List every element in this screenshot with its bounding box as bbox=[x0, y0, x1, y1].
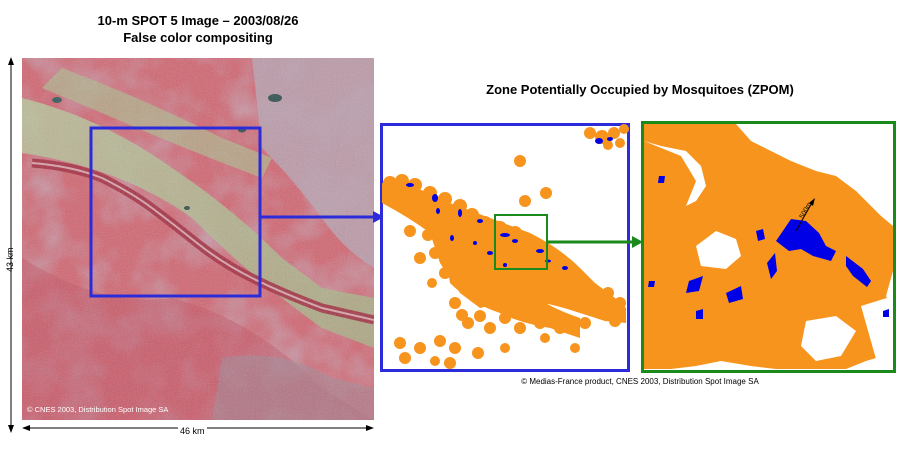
width-label: 46 km bbox=[178, 426, 207, 436]
title-line-1: 10-m SPOT 5 Image – 2003/08/26 bbox=[97, 13, 299, 28]
image-credit: © CNES 2003, Distribution Spot Image SA bbox=[27, 405, 168, 414]
zpom-title: Zone Potentially Occupied by Mosquitoes … bbox=[486, 82, 794, 97]
satellite-image: © CNES 2003, Distribution Spot Image SA bbox=[22, 58, 374, 420]
zoom-water-bodies bbox=[648, 176, 889, 319]
height-dimension-arrow bbox=[8, 57, 14, 433]
height-label: 43 km bbox=[5, 247, 15, 272]
zpom-zoom-zone bbox=[644, 124, 893, 369]
scale-arrow bbox=[795, 200, 814, 232]
zpom-zone bbox=[382, 124, 629, 369]
overview-selection-box bbox=[89, 126, 262, 298]
zpom-credit: © Medias-France product, CNES 2003, Dist… bbox=[521, 377, 759, 386]
zpom-to-zoom-arrow bbox=[547, 236, 643, 248]
title-line-2: False color compositing bbox=[123, 30, 273, 45]
overview-to-zpom-arrow bbox=[260, 211, 384, 223]
zpom-map bbox=[380, 123, 630, 372]
satellite-image-title: 10-m SPOT 5 Image – 2003/08/26 False col… bbox=[22, 12, 374, 46]
zpom-zoom-detail: 500m bbox=[641, 121, 896, 373]
